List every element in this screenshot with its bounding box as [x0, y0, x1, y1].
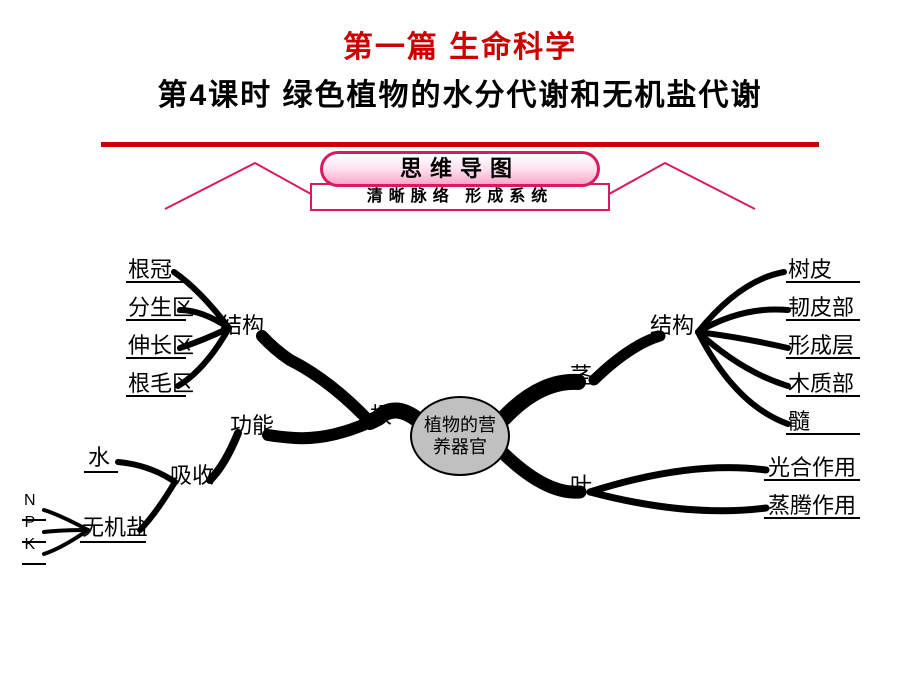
stem-part-2: 形成层	[788, 328, 854, 360]
root-part-1: 分生区	[128, 290, 194, 322]
node-leaf: 叶	[570, 468, 592, 500]
leaf-func-0: 光合作用	[768, 450, 856, 482]
npk-p: P	[24, 512, 36, 534]
node-left-func: 功能	[230, 408, 274, 440]
root-part-2: 伸长区	[128, 328, 194, 360]
node-root: 根	[370, 398, 392, 430]
stem-part-1: 韧皮部	[788, 290, 854, 322]
divider	[101, 142, 819, 147]
node-water: 水	[88, 440, 110, 472]
mindmap-diagram: 植物的营养器官 根 茎 叶 结构 功能 吸收 水 无机盐 N P K 根冠 分生…	[0, 240, 920, 660]
banner-title: 思维导图	[320, 151, 600, 187]
node-stem: 茎	[570, 358, 592, 390]
node-salt: 无机盐	[82, 510, 148, 542]
npk-k: K	[24, 534, 36, 556]
root-part-0: 根冠	[128, 252, 172, 284]
node-left-struct: 结构	[220, 308, 264, 340]
title-lesson: 第4课时 绿色植物的水分代谢和无机盐代谢	[0, 66, 920, 114]
root-part-3: 根毛区	[128, 366, 194, 398]
banner: 思维导图 清晰脉络 形成系统	[180, 151, 740, 221]
title-chapter: 第一篇 生命科学	[0, 0, 920, 66]
node-right-struct: 结构	[650, 308, 694, 340]
npk-n: N	[24, 490, 36, 512]
stem-part-3: 木质部	[788, 366, 854, 398]
node-absorb: 吸收	[170, 458, 214, 490]
center-node: 植物的营养器官	[410, 396, 510, 476]
node-npk: N P K	[24, 490, 36, 556]
leaf-func-1: 蒸腾作用	[768, 488, 856, 520]
banner-subtitle: 清晰脉络 形成系统	[310, 183, 610, 211]
stem-part-4: 髓	[788, 404, 810, 436]
center-label: 植物的营养器官	[424, 414, 496, 458]
stem-part-0: 树皮	[788, 252, 832, 284]
